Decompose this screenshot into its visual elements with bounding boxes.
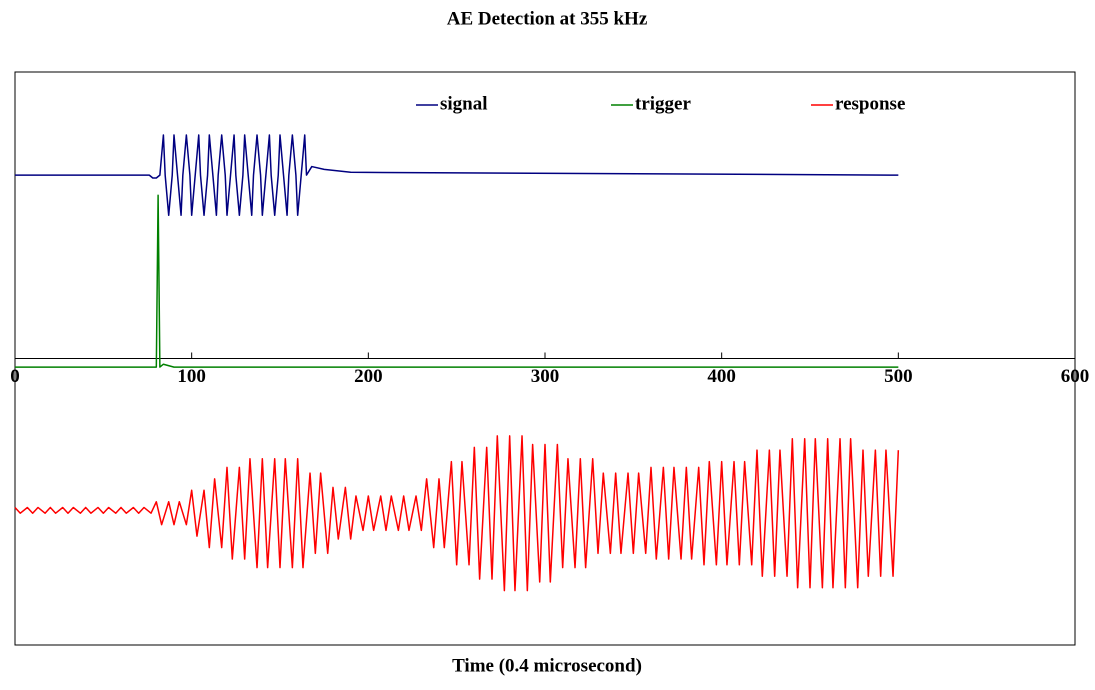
x-tick-label: 600 [1061,366,1090,387]
x-tick-label: 400 [707,366,736,387]
x-tick-label: 500 [884,366,913,387]
x-axis-label: Time (0.4 microsecond) [452,655,642,676]
chart-title: AE Detection at 355 kHz [447,8,648,29]
x-tick-label: 100 [177,366,206,387]
series-line [14,435,900,592]
legend-label: signal [440,93,488,114]
x-tick-label: 300 [531,366,560,387]
x-tick-label: 200 [354,366,383,387]
series-line [15,194,899,368]
x-tick-label: 0 [10,366,20,387]
series-line [15,134,899,216]
legend-label: response [835,93,905,114]
legend-label: trigger [635,93,691,114]
